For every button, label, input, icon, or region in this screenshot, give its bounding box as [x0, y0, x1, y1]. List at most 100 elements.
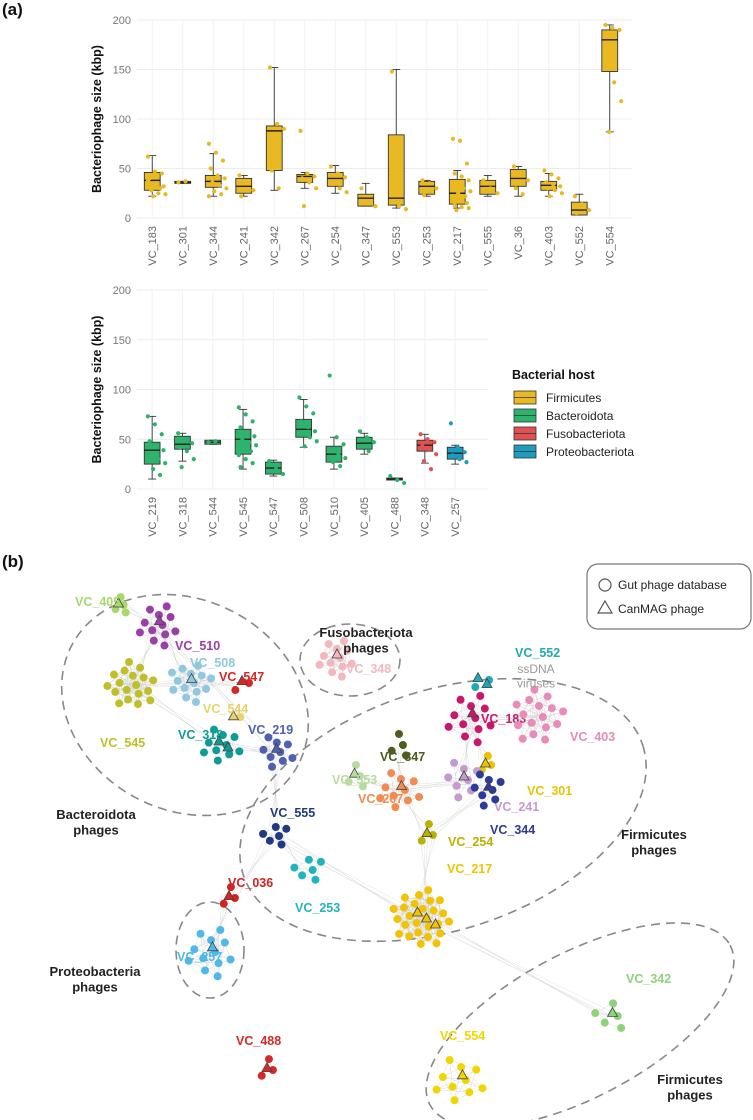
data-point [434, 452, 439, 457]
canmag-node [213, 735, 225, 746]
phage-node [401, 920, 410, 929]
data-point [343, 456, 348, 461]
data-point [606, 129, 612, 134]
cluster-VC_342: VC_342 [591, 972, 671, 1032]
phage-node [148, 626, 157, 635]
group-label-firmicutes-line: phages [631, 843, 677, 858]
phage-node [338, 662, 347, 671]
phage-node [199, 748, 208, 757]
x-tick-label: VC_405 [359, 497, 371, 537]
data-point [425, 437, 430, 442]
phage-node [149, 676, 158, 685]
data-point [457, 457, 462, 462]
network-edge [274, 839, 423, 919]
phage-node [456, 695, 465, 704]
canmag-node [112, 597, 125, 608]
phage-node [120, 666, 129, 675]
phage-node [257, 1071, 266, 1080]
phage-node [454, 793, 463, 802]
canmag-node [456, 1068, 469, 1080]
phage-node [514, 721, 523, 730]
network-legend: Gut phage database CanMAG phage [586, 563, 752, 630]
phage-node [213, 756, 222, 765]
phage-node [171, 627, 180, 636]
cluster-VC_219: VC_219 [248, 723, 297, 771]
x-tick-label: VC_267 [300, 226, 312, 266]
phage-node [450, 758, 459, 767]
data-point [156, 457, 161, 462]
phage-node [559, 707, 568, 716]
data-point [341, 442, 346, 447]
canmag-node [411, 906, 424, 917]
phage-node [496, 777, 505, 786]
cluster-edge [200, 933, 218, 977]
phage-node [275, 832, 284, 840]
data-point [547, 194, 552, 199]
cluster-edge [217, 942, 226, 977]
phage-node [512, 700, 521, 709]
data-point [466, 206, 471, 211]
data-point [299, 419, 304, 424]
box-VC_254 [326, 172, 344, 187]
phage-node [265, 836, 274, 845]
network-edge [131, 684, 191, 688]
group-boundary [425, 922, 735, 1120]
phage-node [358, 782, 367, 791]
network-edge [407, 779, 456, 791]
y-tick-label: 100 [113, 385, 131, 397]
group-label-firmicutes-2-line: Firmicutes [657, 1072, 723, 1087]
data-point [579, 202, 585, 207]
data-point [452, 171, 457, 176]
phage-node [115, 678, 124, 687]
phage-node [538, 713, 547, 721]
phage-node [541, 723, 550, 732]
cluster-VC_552: VC_552 [471, 646, 560, 692]
data-point [619, 99, 624, 104]
x-tick-label: VC_547 [268, 497, 280, 537]
data-point [328, 164, 334, 169]
data-point [163, 461, 168, 466]
y-tick-label: 200 [113, 285, 131, 297]
x-tick-label: VC_544 [208, 497, 220, 537]
canmag-node [421, 826, 433, 837]
x-tick-label: VC_403 [544, 226, 556, 266]
phage-node [139, 673, 148, 682]
box-VC_552 [570, 201, 588, 216]
phage-node [478, 791, 487, 800]
cluster-label: VC_241 [494, 800, 539, 814]
canmag-node [429, 918, 442, 929]
phage-node [115, 699, 124, 708]
phage-node [128, 671, 137, 680]
data-point [422, 193, 427, 198]
phage-node [194, 661, 203, 670]
group-boundary [299, 623, 401, 697]
cluster-edge [464, 706, 472, 737]
data-point [176, 431, 181, 436]
data-point [238, 425, 243, 430]
phage-node [424, 886, 433, 895]
data-point [456, 191, 461, 196]
group-label-fusobacteriota-line: Fusobacteriota [319, 625, 413, 640]
data-point [427, 181, 432, 186]
phage-node [272, 738, 281, 747]
cluster-VC_545: VC_545 [100, 657, 158, 750]
data-point [183, 437, 188, 442]
x-tick-label: VC_257 [450, 497, 462, 537]
data-point [145, 154, 151, 159]
cluster-edge [534, 689, 564, 712]
cluster-edge [124, 670, 154, 681]
phage-node [214, 959, 223, 968]
cluster-VC_344: VC_344 [470, 770, 535, 837]
phage-node [476, 691, 485, 700]
data-point [191, 457, 196, 462]
cluster-label: VC_403 [570, 730, 615, 744]
data-point [304, 404, 309, 409]
data-point [418, 432, 423, 437]
x-tick-label: VC_254 [330, 226, 342, 266]
phage-node [178, 664, 187, 673]
data-point [298, 128, 303, 133]
cluster-edge [522, 714, 524, 739]
cluster-edge [204, 940, 212, 971]
group-label-firmicutes: Firmicutes phages [621, 827, 687, 858]
group-boundary [60, 593, 310, 817]
